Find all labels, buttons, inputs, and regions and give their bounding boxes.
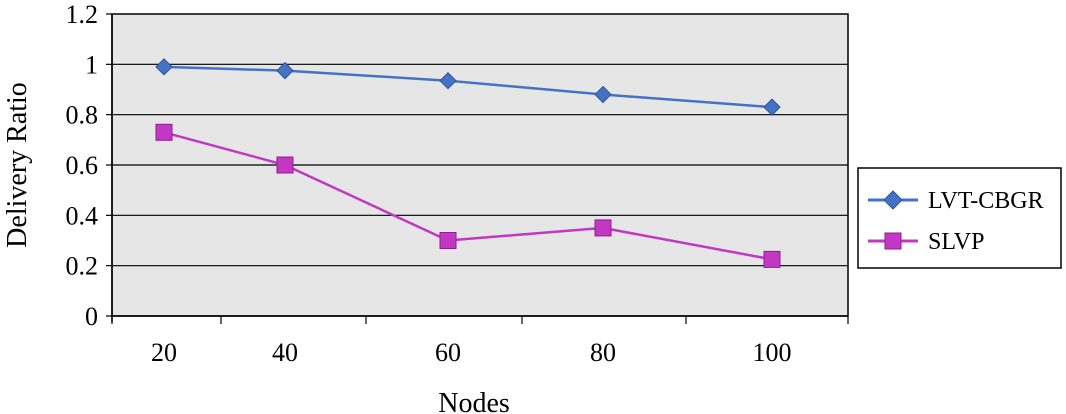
y-tick-label: 0 bbox=[85, 302, 98, 331]
x-axis-title: Nodes bbox=[438, 388, 510, 414]
data-point-lvt-cbgr bbox=[439, 71, 457, 90]
legend-diamond-icon bbox=[883, 190, 903, 210]
y-tick-labels: 0 0.2 0.4 0.6 0.8 1 1.2 bbox=[66, 0, 112, 331]
y-tick-label: 0.8 bbox=[66, 101, 99, 130]
data-point-lvt-cbgr bbox=[155, 58, 173, 76]
data-point-slvp bbox=[439, 232, 457, 249]
x-tick-label: 100 bbox=[753, 338, 792, 367]
legend-entry-lvt-cbgr: LVT-CBGR bbox=[868, 188, 1044, 214]
y-tick-label: 0.4 bbox=[66, 201, 99, 230]
y-tick-label: 1 bbox=[85, 50, 98, 79]
legend-box bbox=[857, 167, 1062, 269]
series bbox=[155, 58, 781, 268]
y-tick-label: 0.6 bbox=[66, 151, 99, 180]
data-point-slvp bbox=[155, 123, 173, 141]
axes bbox=[111, 14, 848, 322]
y-axis-title: Delivery Ratio bbox=[2, 82, 33, 248]
data-point-lvt-cbgr bbox=[594, 85, 612, 104]
data-point-lvt-cbgr bbox=[276, 61, 294, 80]
legend: LVT-CBGR SLVP bbox=[857, 167, 1062, 269]
x-tick-label: 80 bbox=[590, 338, 616, 367]
legend-entry-slvp: SLVP bbox=[868, 229, 984, 255]
data-point-slvp bbox=[276, 156, 294, 174]
data-point-slvp bbox=[594, 219, 612, 237]
x-tick-label: 20 bbox=[151, 338, 177, 367]
y-tick-label: 1.2 bbox=[66, 0, 99, 29]
x-tick-label: 60 bbox=[435, 338, 461, 367]
legend-label-lvt-cbgr: LVT-CBGR bbox=[928, 188, 1044, 214]
y-tick-label: 0.2 bbox=[66, 252, 99, 281]
gridlines bbox=[112, 63, 848, 267]
data-point-slvp bbox=[763, 250, 781, 268]
x-tick-labels: 20 40 60 80 100 bbox=[111, 316, 849, 367]
x-tick-label: 40 bbox=[272, 338, 298, 367]
legend-square-icon bbox=[884, 232, 902, 250]
data-point-lvt-cbgr bbox=[763, 98, 781, 116]
legend-label-slvp: SLVP bbox=[928, 229, 984, 255]
